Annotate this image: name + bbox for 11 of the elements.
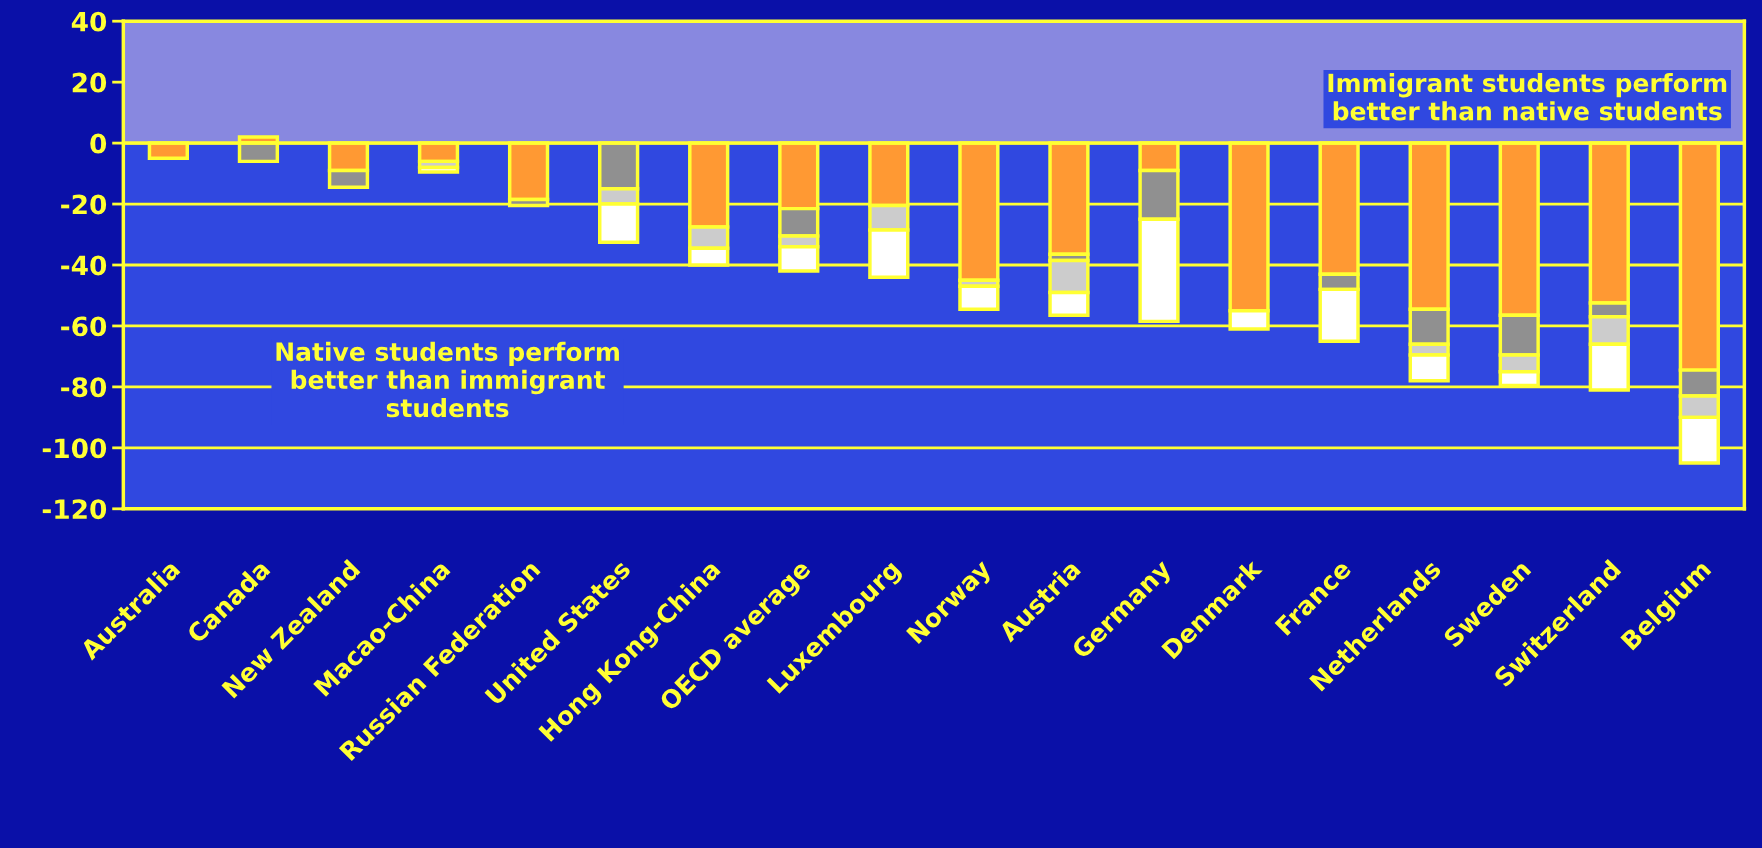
y-tick-label: 40 [71, 11, 107, 32]
annotation: Native students perform better than immigrant students [276, 341, 619, 418]
y-tick-label: -120 [42, 499, 107, 520]
y-tick-label: -100 [42, 438, 107, 459]
y-tick-label: -60 [61, 316, 107, 337]
y-tick-label: -80 [61, 377, 107, 398]
y-tick-label: 20 [72, 72, 107, 93]
annotation: Immigrant students perform better than native students [1328, 73, 1727, 121]
y-tick-label: 0 [90, 133, 107, 154]
y-tick-label: -40 [61, 255, 107, 276]
y-tick-label: -20 [61, 194, 107, 215]
